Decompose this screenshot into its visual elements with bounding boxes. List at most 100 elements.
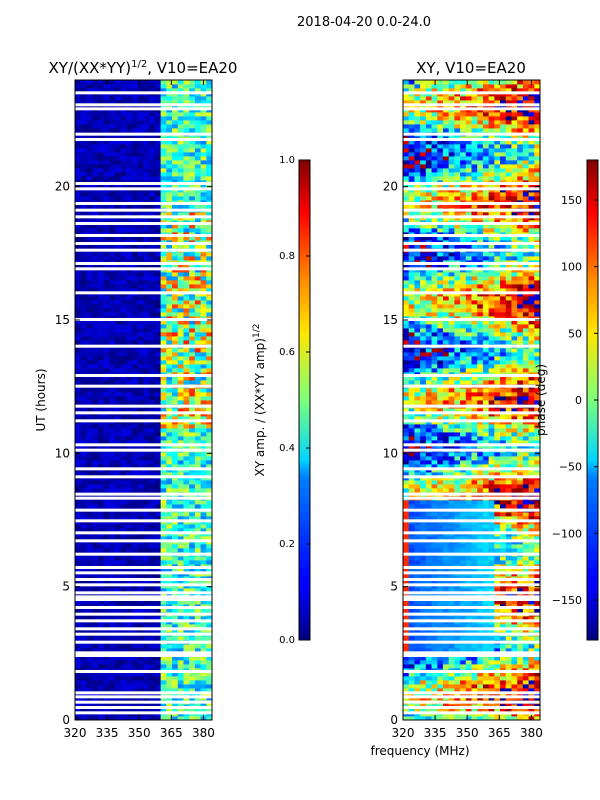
heatmap-cell [114, 488, 122, 493]
heatmap-cell [172, 80, 179, 85]
heatmap-cell [97, 212, 104, 217]
heatmap-cell [183, 304, 190, 309]
heatmap-cell [206, 160, 213, 165]
heatmap-cell [431, 624, 438, 629]
heatmap-cell [528, 556, 535, 561]
heatmap-cell [126, 708, 133, 713]
heatmap-cell [172, 264, 179, 269]
heatmap-cell [149, 164, 156, 169]
heatmap-cell [166, 144, 173, 149]
heatmap-cell [149, 172, 156, 177]
heatmap-cell [103, 536, 110, 541]
heatmap-cell [189, 568, 196, 573]
heatmap-cell [471, 708, 478, 713]
heatmap-cell [137, 388, 144, 393]
heatmap-cell [132, 560, 139, 565]
heatmap-cell [477, 608, 484, 613]
heatmap-cell [200, 636, 207, 641]
heatmap-cell [183, 388, 190, 393]
heatmap-cell [149, 432, 156, 437]
heatmap-cell [109, 416, 116, 421]
heatmap-cell [75, 460, 82, 465]
heatmap-cell [414, 684, 421, 689]
heatmap-cell [408, 556, 415, 561]
heatmap-cell [80, 332, 87, 337]
heatmap-cell [160, 332, 167, 337]
heatmap-cell [126, 396, 133, 401]
heatmap-cell [75, 464, 82, 469]
heatmap-cell [132, 204, 139, 209]
heatmap-cell [166, 380, 173, 385]
heatmap-cell [109, 560, 116, 565]
heatmap-cell [126, 308, 133, 313]
heatmap-cell [114, 364, 122, 369]
heatmap-cell [143, 616, 150, 621]
heatmap-cell [120, 544, 127, 549]
heatmap-cell [103, 160, 110, 165]
heatmap-cell [465, 548, 472, 553]
heatmap-cell [465, 664, 472, 669]
heatmap-cell [75, 88, 82, 93]
heatmap-cell [454, 580, 461, 585]
heatmap-cell [103, 140, 110, 145]
heatmap-cell [103, 484, 110, 489]
heatmap-cell [114, 196, 122, 201]
heatmap-cell [109, 392, 116, 397]
heatmap-cell [177, 364, 184, 369]
heatmap-cell [92, 716, 99, 721]
heatmap-cell [86, 272, 93, 277]
heatmap-cell [454, 716, 461, 721]
heatmap-cell [172, 300, 179, 305]
heatmap-cell [92, 676, 99, 681]
heatmap-cell [200, 236, 207, 241]
heatmap-cell [103, 380, 110, 385]
heatmap-cell [194, 312, 201, 317]
heatmap-cell [189, 536, 196, 541]
heatmap-cell [143, 556, 150, 561]
heatmap-cell [75, 560, 82, 565]
heatmap-cell [482, 544, 490, 549]
heatmap-cell [200, 480, 207, 485]
heatmap-cell [80, 140, 87, 145]
heatmap-cell [177, 264, 184, 269]
heatmap-cell [534, 656, 541, 661]
heatmap-cell [114, 440, 122, 445]
heatmap-cell [420, 548, 427, 553]
heatmap-cell [206, 664, 213, 669]
heatmap-cell [183, 348, 190, 353]
heatmap-cell [132, 156, 139, 161]
heatmap-cell [200, 280, 207, 285]
heatmap-cell [425, 708, 432, 713]
heatmap-cell [177, 392, 184, 397]
heatmap-cell [109, 356, 116, 361]
heatmap-cell [97, 276, 104, 281]
heatmap-cell [166, 296, 173, 301]
heatmap-cell [206, 416, 213, 421]
heatmap-cell [172, 212, 179, 217]
heatmap-cell [80, 524, 87, 529]
heatmap-cell [120, 400, 127, 405]
heatmap-cell [477, 664, 484, 669]
heatmap-cell [126, 312, 133, 317]
heatmap-cell [166, 536, 173, 541]
heatmap-cell [471, 624, 478, 629]
heatmap-cell [431, 684, 438, 689]
flagged-gap [75, 222, 212, 225]
heatmap-cell [114, 332, 122, 337]
heatmap-cell [189, 308, 196, 313]
heatmap-cell [154, 340, 162, 345]
heatmap-cell [143, 308, 150, 313]
heatmap-cell [132, 504, 139, 509]
heatmap-cell [177, 348, 184, 353]
heatmap-cell [454, 588, 461, 593]
heatmap-cell [528, 600, 535, 605]
heatmap-cell [177, 516, 184, 521]
heatmap-cell [206, 368, 213, 373]
heatmap-cell [414, 556, 421, 561]
heatmap-cell [109, 328, 116, 333]
heatmap-cell [103, 304, 110, 309]
heatmap-cell [183, 152, 190, 157]
heatmap-cell [75, 296, 82, 301]
heatmap-cell [166, 204, 173, 209]
heatmap-cell [420, 636, 427, 641]
